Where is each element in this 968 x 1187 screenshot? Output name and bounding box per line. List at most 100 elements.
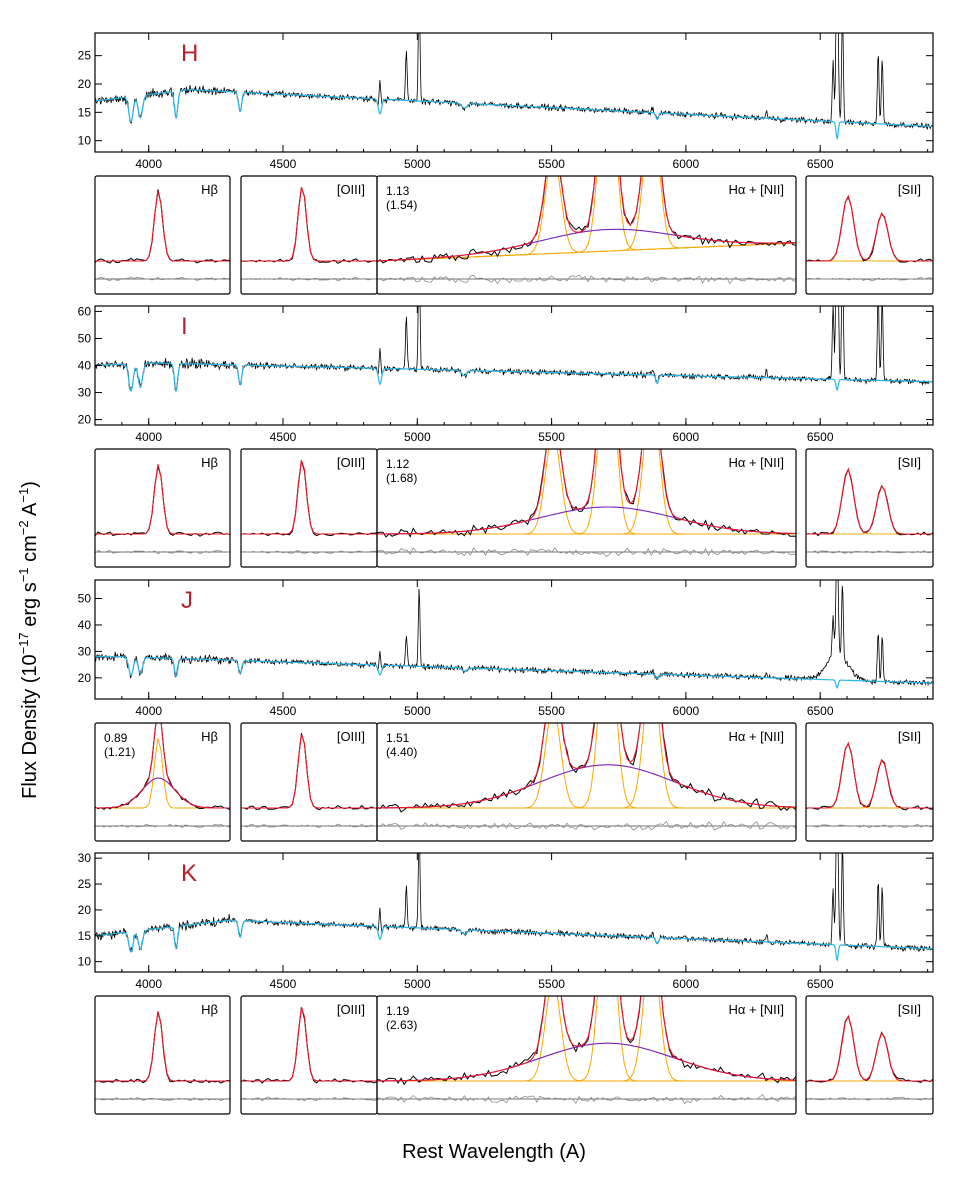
x-tick-label: 4500 [270, 157, 297, 171]
subpanel-plot [377, 723, 796, 831]
narrow-component-line [806, 194, 933, 262]
subpanel-plot [241, 733, 377, 828]
residual-line [806, 1096, 933, 1101]
plots-layer: 4000 4500 5000 5500 6000 6500 10 15 20 25 H Hβ [OIII… [78, 32, 934, 1115]
x-tick-label: 4500 [270, 977, 297, 991]
x-tick-label: 6000 [673, 157, 700, 171]
subpanel-label: Hα + [NII] [728, 729, 784, 744]
object-label: I [181, 313, 188, 340]
total-fit-line [241, 460, 377, 535]
subpanel-label: [SII] [898, 1002, 921, 1017]
subpanel-frame [94, 175, 231, 295]
y-axis-title-part: ) [19, 481, 41, 488]
subpanel-halpha_nii: Hα + [NII] 1.12(1.68) [376, 448, 797, 568]
subpanel-oiii: [OIII] [240, 448, 378, 568]
narrow-component-line [95, 1011, 230, 1082]
narrow-component-line [377, 723, 796, 809]
object-K-group: 4000 4500 5000 5500 6000 6500 10 15 20 25 30 K Hβ [OI… [78, 851, 934, 1115]
x-tick-label: 4000 [135, 157, 162, 171]
subpanel-plot [806, 1014, 933, 1101]
subpanel-label: [OIII] [337, 1002, 365, 1017]
subpanel-oiii: [OIII] [240, 722, 378, 842]
x-tick-label: 5000 [404, 430, 431, 444]
subpanel-label: Hα + [NII] [728, 455, 784, 470]
residual-line [95, 1097, 230, 1102]
main-panel-frame [94, 852, 934, 973]
subpanel-halpha_nii: Hα + [NII] 1.19(2.63) [376, 995, 797, 1115]
x-tick-label: 6000 [673, 704, 700, 718]
fwhm-value: 0.89 [104, 731, 128, 745]
narrow-component-line [806, 741, 933, 809]
subpanel-frame [805, 175, 934, 295]
residual-line [377, 274, 796, 285]
subpanel-sii: [SII] [805, 175, 934, 295]
residual-line [377, 1094, 796, 1105]
subpanel-halpha_nii: Hα + [NII] 1.51(4.40) [376, 722, 797, 842]
observed-line [241, 187, 377, 264]
y-tick-label: 20 [78, 77, 92, 91]
fwhm-value: 1.19 [386, 1004, 410, 1018]
subpanel-frame [94, 722, 231, 842]
fwhm-value: 1.13 [386, 184, 410, 198]
subpanel-label: [OIII] [337, 729, 365, 744]
subpanel-sii: [SII] [805, 995, 934, 1115]
main-panel-frame [94, 579, 934, 700]
total-fit-line [95, 1011, 230, 1082]
residual-line [806, 550, 933, 554]
subpanel-frame [376, 448, 797, 568]
subpanel-label: [OIII] [337, 455, 365, 470]
total-fit-line [241, 734, 377, 809]
narrow-component-line [806, 485, 933, 535]
x-axis-title: Rest Wavelength (A) [402, 1141, 586, 1163]
fwhm-value-secondary: (1.21) [104, 745, 135, 759]
narrow-component-line [377, 176, 796, 262]
subpanel-plot [95, 1011, 230, 1102]
subpanel-label: [OIII] [337, 182, 365, 197]
y-axis-title-part: Flux Density (10 [19, 654, 41, 799]
narrow-component-line [377, 996, 796, 1082]
subpanel-frame [376, 722, 797, 842]
spectrum-clip-group [95, 33, 933, 141]
narrow-component-line [377, 723, 796, 809]
subpanel-plot [95, 464, 230, 555]
y-tick-label: 25 [78, 49, 92, 63]
y-axis-title-part: A [19, 502, 41, 520]
residual-line [95, 823, 230, 828]
residual-line [806, 276, 933, 282]
y-tick-label: 20 [78, 413, 92, 427]
fwhm-value: 1.51 [386, 731, 410, 745]
subpanel-label: Hβ [201, 182, 218, 197]
x-tick-label: 6000 [673, 977, 700, 991]
x-tick-label: 4500 [270, 430, 297, 444]
x-tick-label: 6000 [673, 430, 700, 444]
subpanel-plot [241, 460, 377, 554]
subpanel-frame [805, 995, 934, 1115]
total-fit-line [806, 741, 933, 809]
narrow-component-line [377, 996, 796, 1082]
y-axis-title-exponent: −1 [16, 488, 31, 503]
residual-line [95, 549, 230, 555]
narrow-component-line [377, 449, 796, 535]
residual-line [806, 823, 933, 829]
subpanel-oiii: [OIII] [240, 175, 378, 295]
x-tick-label: 6500 [807, 430, 834, 444]
total-fit-line [806, 467, 933, 535]
subpanel-frame [94, 995, 231, 1115]
total-fit-line [377, 449, 796, 535]
narrow-component-line [241, 460, 377, 535]
y-tick-label: 25 [78, 877, 92, 891]
total-fit-line [806, 194, 933, 262]
subpanel-frame [805, 722, 934, 842]
y-tick-label: 30 [78, 386, 92, 400]
y-tick-label: 60 [78, 304, 92, 318]
observed-line [95, 189, 230, 264]
observed-line [241, 733, 377, 811]
spectrum-clip-group [95, 580, 933, 689]
subpanel-sii: [SII] [805, 448, 934, 568]
total-fit-line [95, 191, 230, 262]
y-axis-title-part: erg s [19, 582, 41, 632]
narrow-component-line [806, 759, 933, 809]
narrow-component-line [377, 176, 796, 262]
stellar-model-line [95, 89, 933, 141]
subpanel-plot [377, 449, 796, 557]
